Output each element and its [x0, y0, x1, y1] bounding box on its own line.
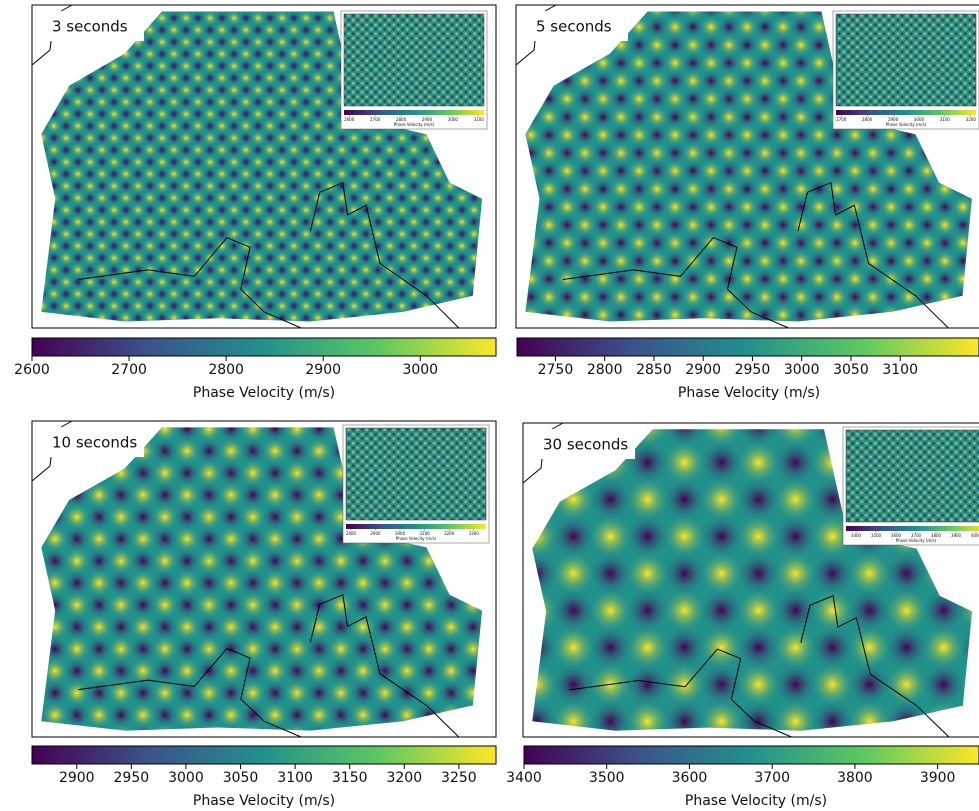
colorbar: [32, 746, 496, 764]
panel: 30 seconds 3400 3500 3600 3700 3800 3900 4000 Ph…: [506, 423, 979, 809]
tick-label: 3100: [277, 770, 313, 786]
tick-label: 3050: [833, 362, 869, 378]
inset-tick-label: 3500: [871, 533, 882, 538]
inset-tick-label: 2700: [836, 117, 847, 122]
inset-tick-label: 3100: [940, 117, 951, 122]
tick-label: 3050: [223, 770, 259, 786]
axis-label: Phase Velocity (m/s): [193, 793, 335, 809]
figure: 3 seconds 2600 2700 2800 2900 3000 3100 Phase V…: [0, 0, 979, 811]
colorbar: [517, 338, 979, 356]
tick-label: 3150: [332, 770, 368, 786]
inset-map: [344, 14, 484, 106]
tick-label: 3000: [168, 770, 204, 786]
inset-axis-label: Phase Velocity (m/s): [896, 538, 937, 543]
inset-colorbar: [836, 110, 976, 115]
tick-label: 2750: [538, 362, 574, 378]
inset-colorbar: [846, 526, 979, 531]
tick-label: 2600: [14, 362, 50, 378]
tick-label: 2950: [114, 770, 150, 786]
panel-title: 5 seconds: [536, 18, 612, 36]
inset-axis-label: Phase Velocity (m/s): [886, 122, 927, 127]
colorbar: [524, 746, 979, 764]
inset-tick-label: 3300: [469, 531, 480, 536]
tick-label: 2950: [735, 362, 771, 378]
inset-tick-label: 3100: [474, 117, 485, 122]
tick-label: 3700: [754, 770, 790, 786]
inset-tick-label: 3400: [851, 533, 862, 538]
inset-tick-label: 3200: [966, 117, 977, 122]
panel-title: 30 seconds: [543, 436, 628, 454]
tick-label: 3500: [589, 770, 625, 786]
panel: 3 seconds 2600 2700 2800 2900 3000 3100 Phase V…: [14, 5, 496, 401]
inset-tick-label: 3200: [444, 531, 455, 536]
inset-tick-label: 2600: [344, 117, 355, 122]
inset-colorbar: [344, 110, 484, 115]
tick-label: 3600: [672, 770, 708, 786]
tick-label: 3900: [920, 770, 956, 786]
inset-tick-label: 2900: [370, 531, 381, 536]
tick-label: 3800: [837, 770, 873, 786]
tick-label: 3100: [882, 362, 918, 378]
inset-tick-label: 2700: [370, 117, 381, 122]
inset-map: [836, 14, 976, 106]
colorbar: [32, 338, 496, 356]
tick-label: 3200: [386, 770, 422, 786]
inset-axis-label: Phase Velocity (m/s): [396, 536, 437, 541]
tick-label: 3000: [784, 362, 820, 378]
tick-label: 3250: [441, 770, 477, 786]
inset-tick-label: 4000: [971, 533, 979, 538]
inset-axis-label: Phase Velocity (m/s): [394, 122, 435, 127]
axis-label: Phase Velocity (m/s): [685, 793, 827, 809]
panel: 5 seconds 2700 2800 2900 3000 3100 3200 Phase V…: [516, 5, 979, 401]
tick-label: 2800: [587, 362, 623, 378]
tick-label: 3400: [506, 770, 542, 786]
inset-map: [846, 430, 979, 522]
tick-label: 2700: [111, 362, 147, 378]
panel-title: 3 seconds: [52, 18, 128, 36]
inset-map: [346, 428, 486, 520]
inset-tick-label: 2800: [346, 531, 357, 536]
inset-tick-label: 3000: [448, 117, 459, 122]
axis-label: Phase Velocity (m/s): [678, 385, 820, 401]
tick-label: 3000: [402, 362, 438, 378]
panel-title: 10 seconds: [52, 434, 137, 452]
inset-tick-label: 3900: [951, 533, 962, 538]
tick-label: 2900: [305, 362, 341, 378]
tick-label: 2900: [685, 362, 721, 378]
tick-label: 2800: [208, 362, 244, 378]
tick-label: 2850: [636, 362, 672, 378]
panel: 10 seconds 2800 2900 3000 3100 3200 3300 Phase …: [32, 421, 496, 809]
tick-label: 2900: [59, 770, 95, 786]
inset-tick-label: 2800: [862, 117, 873, 122]
axis-label: Phase Velocity (m/s): [193, 385, 335, 401]
inset-colorbar: [346, 524, 486, 529]
